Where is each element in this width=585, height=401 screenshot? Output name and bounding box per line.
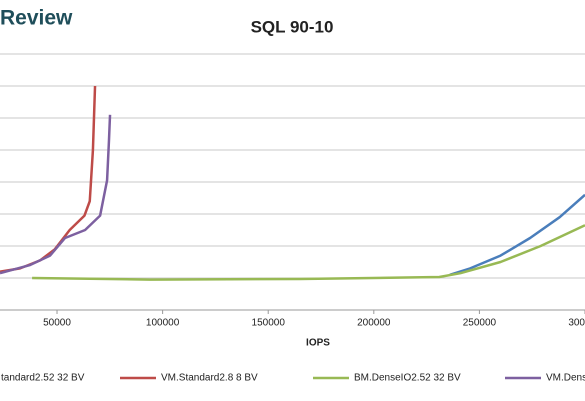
series-line	[0, 114, 112, 275]
legend-label: VM.Standard2.8 8 BV	[161, 373, 258, 384]
series-line	[449, 193, 585, 276]
x-tick-label: 150000	[252, 318, 286, 329]
header: Review	[0, 7, 73, 30]
x-tick-label: 200000	[357, 318, 391, 329]
chart-title: SQL 90-10	[251, 17, 334, 36]
legend-label: tandard2.52 32 BV	[1, 373, 85, 384]
series-line	[32, 224, 585, 281]
series-line	[0, 85, 97, 273]
x-tick-label: 250000	[463, 318, 497, 329]
legend-label: BM.DenseIO2.52 32 BV	[354, 373, 461, 384]
legend-label: VM.Dense	[546, 373, 585, 384]
x-tick-label: 50000	[43, 318, 71, 329]
x-axis-label: IOPS	[306, 338, 330, 349]
x-tick-label: 100000	[146, 318, 180, 329]
x-tick-label: 300000	[568, 318, 585, 329]
